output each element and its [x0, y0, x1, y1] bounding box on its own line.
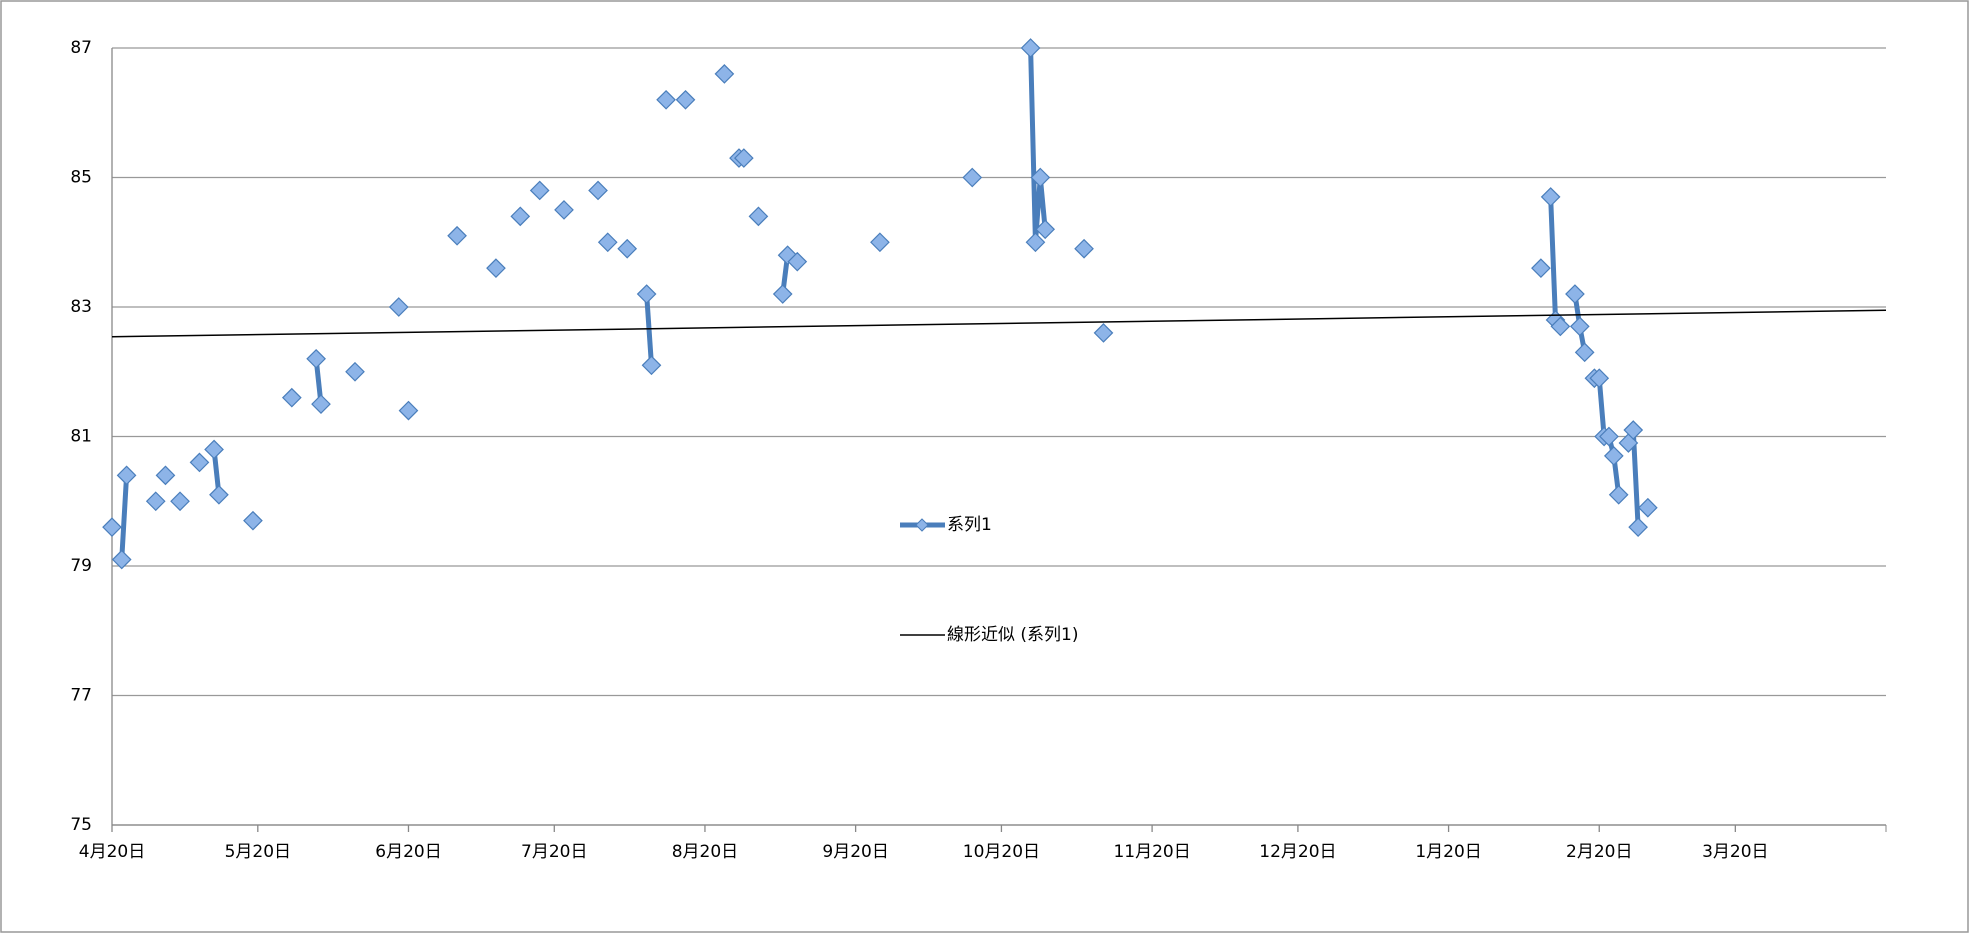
y-tick-label: 77	[70, 686, 92, 706]
marker	[1074, 238, 1094, 259]
x-tick-label: 6月20日	[375, 842, 441, 862]
marker	[1030, 167, 1051, 188]
marker	[1574, 342, 1595, 363]
marker	[787, 251, 808, 272]
x-tick-label: 3月20日	[1702, 842, 1768, 862]
x-tick-label: 11月20日	[1113, 842, 1190, 862]
marker	[1020, 38, 1041, 58]
marker	[748, 206, 769, 227]
marker	[588, 180, 608, 201]
marker	[656, 89, 676, 110]
x-tick-label: 10月20日	[963, 842, 1040, 862]
marker	[1589, 368, 1610, 389]
marker	[962, 167, 983, 188]
marker	[1603, 446, 1624, 466]
marker	[1565, 284, 1585, 304]
x-tick-label: 8月20日	[672, 842, 738, 862]
marker	[116, 465, 137, 486]
marker	[1638, 497, 1658, 518]
legend-label: 線形近似 (系列1)	[947, 625, 1078, 645]
legend-label: 系列1	[947, 515, 992, 535]
marker	[102, 517, 122, 537]
y-tick-label: 79	[70, 556, 92, 576]
x-tick-label: 1月20日	[1415, 842, 1481, 862]
marker	[170, 491, 190, 512]
marker	[1540, 187, 1561, 207]
marker	[1599, 426, 1619, 447]
marker	[617, 238, 638, 259]
marker	[510, 206, 531, 227]
x-tick-label: 5月20日	[225, 842, 291, 862]
x-tick-label: 9月20日	[822, 842, 888, 862]
marker	[189, 452, 210, 473]
y-tick-label: 75	[70, 815, 92, 835]
marker	[554, 200, 574, 220]
marker	[1569, 316, 1590, 337]
marker	[1531, 258, 1551, 278]
legend-marker	[915, 518, 929, 532]
marker	[155, 465, 176, 486]
marker	[1025, 232, 1046, 253]
marker	[388, 297, 409, 317]
marker	[345, 361, 365, 382]
marker	[1618, 433, 1639, 453]
y-tick-label: 81	[70, 427, 92, 447]
series-line	[111, 309, 1887, 338]
marker	[447, 225, 467, 246]
marker	[209, 484, 229, 505]
marker	[714, 64, 735, 84]
marker	[311, 394, 331, 414]
x-tick-label: 4月20日	[79, 842, 145, 862]
x-tick-label: 2月20日	[1566, 842, 1632, 862]
y-tick-label: 83	[70, 297, 92, 317]
y-tick-label: 87	[70, 38, 92, 58]
marker	[597, 232, 618, 253]
marker	[1035, 219, 1056, 240]
x-tick-label: 12月20日	[1259, 842, 1336, 862]
marker	[145, 491, 166, 512]
marker	[675, 89, 696, 110]
marker	[529, 180, 550, 201]
marker	[772, 284, 793, 304]
marker	[204, 439, 224, 460]
marker	[733, 148, 754, 168]
marker	[1093, 323, 1114, 343]
marker	[486, 258, 506, 278]
marker	[1628, 517, 1648, 537]
y-tick-label: 85	[70, 168, 92, 188]
x-tick-label: 7月20日	[521, 842, 587, 862]
marker	[398, 400, 419, 421]
marker	[1608, 484, 1629, 505]
marker	[281, 387, 302, 408]
marker	[636, 284, 657, 304]
marker	[870, 232, 890, 253]
marker	[641, 355, 662, 376]
marker	[111, 549, 132, 570]
marker	[243, 510, 263, 531]
marker	[306, 348, 326, 369]
marker	[1550, 316, 1571, 337]
marker	[1623, 420, 1644, 440]
